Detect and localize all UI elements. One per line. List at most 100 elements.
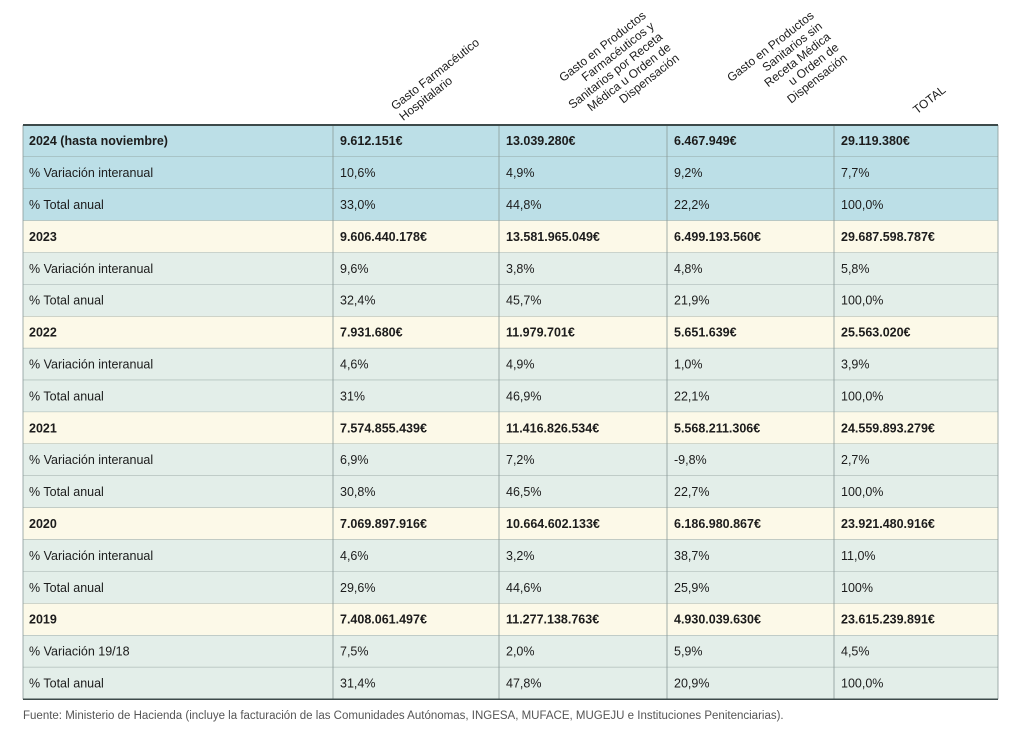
cell: 13.039.280€ xyxy=(506,134,576,148)
cell: 3,9% xyxy=(841,358,870,372)
row-bg xyxy=(23,603,998,636)
cell: 4,5% xyxy=(841,645,870,659)
cell: 11,0% xyxy=(841,549,876,563)
cell: 7,7% xyxy=(841,166,870,180)
cell: 9.612.151€ xyxy=(340,134,403,148)
row-bg xyxy=(23,348,998,381)
cell: 31% xyxy=(340,389,365,403)
cell: 47,8% xyxy=(506,677,541,691)
cell: 21,9% xyxy=(674,294,709,308)
row-bg xyxy=(23,380,998,413)
cell: 4,6% xyxy=(340,358,369,372)
cell: 32,4% xyxy=(340,294,375,308)
row-label: 2022 xyxy=(29,326,57,340)
row-bg xyxy=(23,188,998,221)
row-bg xyxy=(23,284,998,317)
cell: 7.931.680€ xyxy=(340,326,403,340)
cell: 100,0% xyxy=(841,294,883,308)
column-header: TOTAL xyxy=(910,83,948,117)
cell: 100% xyxy=(841,581,873,595)
row-bg xyxy=(23,125,998,157)
cell: 22,1% xyxy=(674,389,709,403)
row-label: % Total anual xyxy=(29,294,104,308)
row-label: % Variación 19/18 xyxy=(29,645,130,659)
cell: 46,5% xyxy=(506,485,541,499)
cell: 2,0% xyxy=(506,645,535,659)
cell: 11.416.826.534€ xyxy=(506,421,599,435)
cell: 3,8% xyxy=(506,262,535,276)
row-bg xyxy=(23,444,998,476)
cell: 11.979.701€ xyxy=(506,326,575,340)
cell: 6,9% xyxy=(340,453,369,467)
cell: 4,9% xyxy=(506,358,535,372)
row-label: % Variación interanual xyxy=(29,549,153,563)
cell: 4,6% xyxy=(340,549,369,563)
cell: 100,0% xyxy=(841,198,883,212)
cell: 46,9% xyxy=(506,389,541,403)
row-bg xyxy=(23,316,998,349)
cell: 23.615.239.891€ xyxy=(841,613,935,627)
cell: 4,9% xyxy=(506,166,535,180)
row-bg xyxy=(23,156,998,189)
row-bg xyxy=(23,539,998,572)
row-label: % Variación interanual xyxy=(29,262,153,276)
cell: 10.664.602.133€ xyxy=(506,517,600,531)
cell: 5.651.639€ xyxy=(674,326,737,340)
row-label: 2023 xyxy=(29,230,57,244)
column-header: Gasto Farmacéutico xyxy=(388,35,482,113)
cell: 7,2% xyxy=(506,453,535,467)
row-bg xyxy=(23,571,998,604)
cell: 3,2% xyxy=(506,549,535,563)
row-label: % Variación interanual xyxy=(29,166,153,180)
cell: 44,6% xyxy=(506,581,541,595)
row-label: % Total anual xyxy=(29,485,104,499)
cell: 100,0% xyxy=(841,485,883,499)
row-bg xyxy=(23,635,998,668)
row-label: % Total anual xyxy=(29,198,104,212)
cell: 44,8% xyxy=(506,198,541,212)
cell: 22,7% xyxy=(674,485,709,499)
row-bg xyxy=(23,667,998,700)
cell: 5,9% xyxy=(674,645,703,659)
cell: 100,0% xyxy=(841,389,883,403)
row-label: 2024 (hasta noviembre) xyxy=(29,134,168,148)
cell: 38,7% xyxy=(674,549,709,563)
cell: -9,8% xyxy=(674,453,707,467)
cell: 9,6% xyxy=(340,262,369,276)
cell: 7.408.061.497€ xyxy=(340,613,427,627)
cell: 25.563.020€ xyxy=(841,326,911,340)
row-label: % Total anual xyxy=(29,677,104,691)
cell: 1,0% xyxy=(674,358,703,372)
row-label: % Variación interanual xyxy=(29,453,153,467)
cell: 24.559.893.279€ xyxy=(841,421,935,435)
cell: 30,8% xyxy=(340,485,375,499)
cell: 33,0% xyxy=(340,198,375,212)
cell: 5.568.211.306€ xyxy=(674,421,760,435)
cell: 9.606.440.178€ xyxy=(340,230,427,244)
cell: 25,9% xyxy=(674,581,709,595)
row-bg xyxy=(23,507,998,540)
cell: 2,7% xyxy=(841,453,870,467)
cell: 11.277.138.763€ xyxy=(506,613,599,627)
cell: 22,2% xyxy=(674,198,709,212)
cell: 29,6% xyxy=(340,581,375,595)
row-bg xyxy=(23,220,998,253)
cell: 9,2% xyxy=(674,166,703,180)
cell: 29.119.380€ xyxy=(841,134,910,148)
cell: 4,8% xyxy=(674,262,703,276)
row-label: 2019 xyxy=(29,613,57,627)
cell: 5,8% xyxy=(841,262,870,276)
cell: 6.467.949€ xyxy=(674,134,737,148)
cell: 4.930.039.630€ xyxy=(674,613,761,627)
source-note: Fuente: Ministerio de Hacienda (incluye … xyxy=(23,710,784,722)
row-label: 2020 xyxy=(29,517,57,531)
cell: 7.069.897.916€ xyxy=(340,517,427,531)
cell: 20,9% xyxy=(674,677,709,691)
cell: 13.581.965.049€ xyxy=(506,230,600,244)
row-label: % Variación interanual xyxy=(29,358,153,372)
row-label: % Total anual xyxy=(29,581,104,595)
cell: 7,5% xyxy=(340,645,369,659)
row-label: 2021 xyxy=(29,421,57,435)
